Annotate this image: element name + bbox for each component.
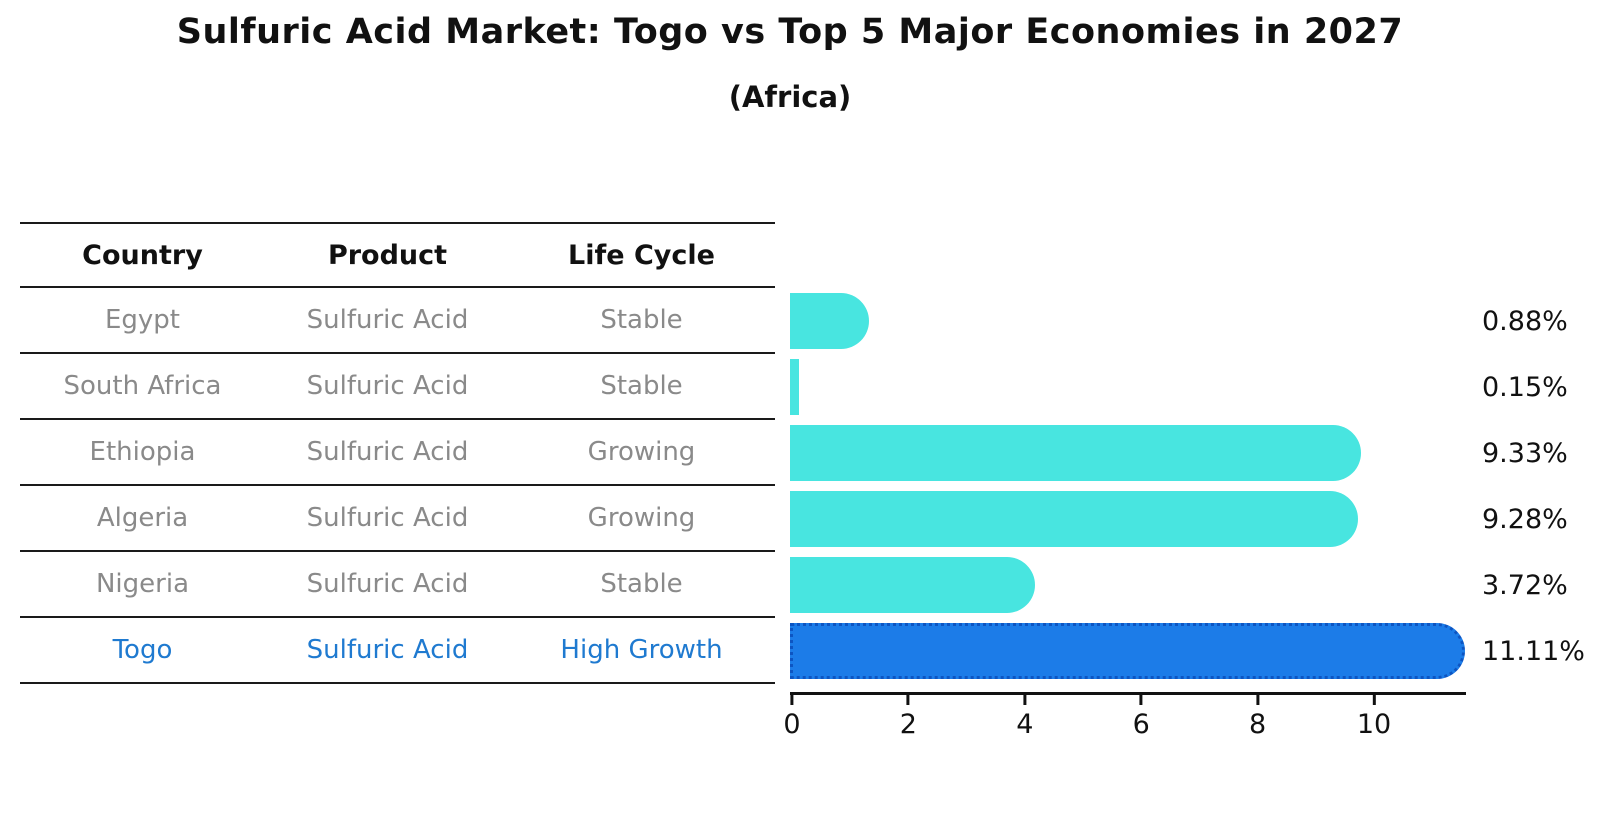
life-cycle-cell: Stable <box>600 569 683 599</box>
tick-mark <box>1372 695 1376 705</box>
table-row-south-africa: South Africa Sulfuric Acid Stable 0.15% <box>0 354 1604 420</box>
x-axis-tick: 0 <box>783 695 801 740</box>
product-cell: Sulfuric Acid <box>306 569 469 599</box>
tick-label: 0 <box>783 709 801 740</box>
x-axis-tick: 2 <box>900 695 917 740</box>
bar-south-africa <box>790 359 799 415</box>
tick-mark <box>1023 695 1027 705</box>
table-header-row: Country Product Life Cycle <box>0 222 1604 288</box>
bar-egypt <box>790 293 869 349</box>
bar-track <box>790 288 1466 354</box>
tick-mark <box>1139 695 1143 705</box>
column-header-country: Country <box>82 239 203 271</box>
table-and-bars: Country Product Life Cycle Egypt Sulfuri… <box>0 222 1604 755</box>
life-cycle-cell: Stable <box>600 371 683 401</box>
table-header: Country Product Life Cycle <box>20 222 775 288</box>
x-axis-tick: 10 <box>1357 695 1391 740</box>
life-cycle-cell: Growing <box>587 437 696 467</box>
column-header-life-cycle: Life Cycle <box>568 239 715 271</box>
chart-subtitle: (Africa) <box>728 80 852 114</box>
table-row-togo: Togo Sulfuric Acid High Growth 11.11% <box>0 618 1604 684</box>
value-label: 0.88% <box>1482 305 1568 337</box>
bar-track <box>790 354 1466 420</box>
table-row-ethiopia: Ethiopia Sulfuric Acid Growing 9.33% <box>0 420 1604 486</box>
value-label: 3.72% <box>1482 569 1568 601</box>
table-row-algeria: Algeria Sulfuric Acid Growing 9.28% <box>0 486 1604 552</box>
bar-track <box>790 618 1466 684</box>
bar-track <box>790 420 1466 486</box>
product-cell: Sulfuric Acid <box>306 437 469 467</box>
tick-label: 2 <box>899 709 917 740</box>
column-header-product: Product <box>327 239 448 271</box>
x-axis-tick: 8 <box>1249 695 1266 740</box>
value-label: 11.11% <box>1482 635 1585 667</box>
x-axis: 0 2 4 6 8 10 <box>783 692 1466 755</box>
tick-label: 10 <box>1356 709 1392 740</box>
value-label: 9.28% <box>1482 503 1568 535</box>
table-row-egypt: Egypt Sulfuric Acid Stable 0.88% <box>0 288 1604 354</box>
value-label: 0.15% <box>1482 371 1568 403</box>
product-cell: Sulfuric Acid <box>306 503 469 533</box>
value-label: 9.33% <box>1482 437 1568 469</box>
bar-nigeria <box>790 557 1035 613</box>
product-cell: Sulfuric Acid <box>306 305 469 335</box>
tick-label: 4 <box>1016 709 1034 740</box>
country-cell: Egypt <box>104 305 181 335</box>
country-cell: South Africa <box>63 371 222 401</box>
life-cycle-cell: Stable <box>600 305 683 335</box>
country-cell: Nigeria <box>95 569 190 599</box>
country-cell: Algeria <box>96 503 189 533</box>
tick-mark <box>906 695 910 705</box>
bar-togo-highlighted <box>790 623 1465 679</box>
tick-mark <box>790 695 794 705</box>
x-axis-tick: 4 <box>1016 695 1033 740</box>
life-cycle-cell: High Growth <box>560 635 723 665</box>
x-axis-tick: 6 <box>1133 695 1150 740</box>
life-cycle-cell: Growing <box>587 503 696 533</box>
table-row-nigeria: Nigeria Sulfuric Acid Stable 3.72% <box>0 552 1604 618</box>
chart-title: Sulfuric Acid Market: Togo vs Top 5 Majo… <box>176 12 1404 52</box>
country-cell: Togo <box>112 635 173 665</box>
product-cell: Sulfuric Acid <box>306 635 469 665</box>
product-cell: Sulfuric Acid <box>306 371 469 401</box>
tick-label: 8 <box>1249 709 1267 740</box>
bar-track <box>790 486 1466 552</box>
bar-track <box>790 552 1466 618</box>
bar-algeria <box>790 491 1358 547</box>
tick-mark <box>1256 695 1260 705</box>
bar-ethiopia <box>790 425 1361 481</box>
tick-label: 6 <box>1132 709 1150 740</box>
country-cell: Ethiopia <box>89 437 196 467</box>
